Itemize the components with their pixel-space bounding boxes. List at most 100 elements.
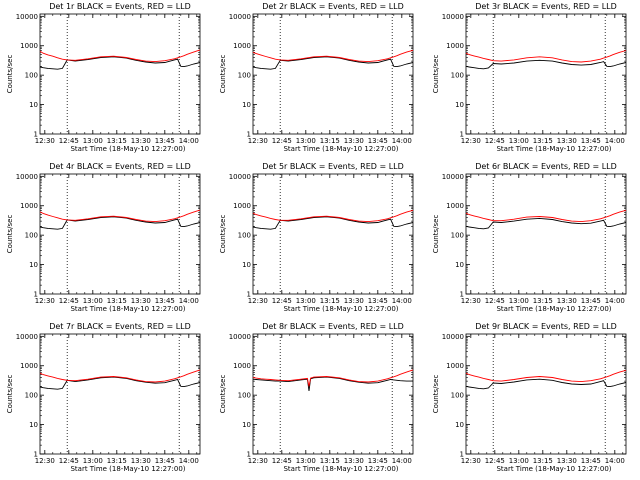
y-axis-label: Counts/sec	[6, 375, 14, 414]
axes-frame	[252, 333, 414, 455]
y-tick-label: 100	[25, 392, 38, 400]
chart-panel-7: Det 7r BLACK = Events, RED = LLD 1 10 100 10…	[0, 320, 213, 480]
y-tick-label: 1000	[446, 202, 464, 210]
x-tick-label: 13:30	[131, 137, 151, 145]
y-tick-label: 10000	[16, 173, 38, 181]
series-line-lld	[252, 49, 414, 63]
y-tick-label: 10	[242, 421, 251, 429]
x-tick-label: 13:45	[155, 457, 175, 465]
axes-frame	[465, 173, 627, 295]
y-tick-label: 1	[34, 131, 38, 139]
x-tick-label: 13:30	[131, 297, 151, 305]
chart-svg: Det 4r BLACK = Events, RED = LLD 1 10 100 10…	[6, 162, 201, 313]
y-tick-label: 10	[242, 101, 251, 109]
x-tick-label: 13:45	[155, 137, 175, 145]
series-line-lld	[465, 209, 627, 223]
y-tick-label: 1	[247, 451, 251, 459]
y-tick-label: 10000	[16, 13, 38, 21]
y-axis-label: Counts/sec	[219, 375, 227, 414]
y-tick-label: 100	[238, 232, 251, 240]
series-line-lld	[252, 369, 414, 387]
y-tick-label: 1000	[20, 362, 38, 370]
x-tick-label: 14:00	[392, 137, 412, 145]
x-tick-label: 12:30	[461, 137, 481, 145]
x-tick-label: 12:30	[248, 457, 268, 465]
y-tick-label: 1	[460, 131, 464, 139]
y-tick-label: 10	[242, 261, 251, 269]
y-tick-label: 10000	[442, 13, 464, 21]
chart-title: Det 8r BLACK = Events, RED = LLD	[262, 322, 404, 331]
chart-title: Det 6r BLACK = Events, RED = LLD	[475, 162, 617, 171]
x-tick-label: 13:15	[107, 137, 127, 145]
x-tick-label: 12:30	[35, 457, 55, 465]
x-tick-label: 13:00	[509, 137, 529, 145]
y-axis-label: Counts/sec	[219, 215, 227, 254]
chart-svg: Det 1r BLACK = Events, RED = LLD 1 10 100 10…	[6, 2, 201, 153]
chart-title: Det 2r BLACK = Events, RED = LLD	[262, 2, 404, 11]
chart-svg: Det 5r BLACK = Events, RED = LLD 1 10 100 10…	[219, 162, 414, 313]
x-tick-label: 13:00	[83, 297, 103, 305]
axes-frame	[39, 173, 201, 295]
x-tick-label: 14:00	[179, 297, 199, 305]
y-tick-label: 1	[460, 291, 464, 299]
x-tick-label: 12:30	[35, 137, 55, 145]
chart-panel-8: Det 8r BLACK = Events, RED = LLD 1 10 100 10…	[213, 320, 426, 480]
series-line-events	[252, 216, 414, 230]
x-tick-label: 13:00	[296, 297, 316, 305]
x-tick-label: 12:30	[461, 297, 481, 305]
y-tick-label: 100	[451, 232, 464, 240]
axes-frame	[39, 333, 201, 455]
chart-panel-4: Det 4r BLACK = Events, RED = LLD 1 10 100 10…	[0, 160, 213, 320]
chart-panel-9: Det 9r BLACK = Events, RED = LLD 1 10 100 10…	[426, 320, 639, 480]
chart-svg: Det 8r BLACK = Events, RED = LLD 1 10 100 10…	[219, 322, 414, 473]
x-tick-label: 12:45	[59, 457, 79, 465]
series-line-events	[252, 56, 414, 70]
x-tick-label: 13:30	[557, 297, 577, 305]
x-tick-label: 13:30	[344, 457, 364, 465]
y-tick-label: 10000	[16, 333, 38, 341]
y-tick-label: 10000	[229, 13, 251, 21]
x-tick-label: 13:15	[533, 457, 553, 465]
y-tick-label: 1	[34, 451, 38, 459]
series-line-events	[252, 376, 413, 391]
chart-svg: Det 6r BLACK = Events, RED = LLD 1 10 100 10…	[432, 162, 627, 313]
x-tick-label: 12:30	[248, 297, 268, 305]
x-tick-label: 14:00	[392, 297, 412, 305]
x-tick-label: 13:15	[533, 297, 553, 305]
x-tick-label: 13:45	[581, 137, 601, 145]
y-axis-label: Counts/sec	[432, 375, 440, 414]
series-line-lld	[39, 369, 201, 383]
x-tick-label: 13:30	[344, 137, 364, 145]
x-tick-label: 13:30	[557, 457, 577, 465]
y-tick-label: 100	[238, 72, 251, 80]
y-tick-label: 10000	[229, 333, 251, 341]
x-tick-label: 12:45	[59, 137, 79, 145]
y-axis-label: Counts/sec	[432, 55, 440, 94]
x-tick-label: 13:15	[320, 137, 340, 145]
axes-frame	[252, 13, 414, 135]
x-tick-label: 13:30	[557, 137, 577, 145]
x-tick-label: 13:45	[368, 457, 388, 465]
chart-title: Det 4r BLACK = Events, RED = LLD	[49, 162, 191, 171]
y-axis-label: Counts/sec	[219, 55, 227, 94]
y-tick-label: 1000	[20, 42, 38, 50]
x-tick-label: 13:45	[368, 137, 388, 145]
chart-title: Det 9r BLACK = Events, RED = LLD	[475, 322, 617, 331]
y-tick-label: 1	[247, 131, 251, 139]
x-tick-label: 12:45	[59, 297, 79, 305]
y-tick-label: 100	[451, 72, 464, 80]
x-tick-label: 14:00	[179, 457, 199, 465]
x-tick-label: 12:45	[485, 457, 505, 465]
axes-frame	[465, 13, 627, 135]
chart-svg: Det 9r BLACK = Events, RED = LLD 1 10 100 10…	[432, 322, 627, 473]
x-tick-label: 14:00	[605, 457, 625, 465]
series-line-lld	[39, 209, 201, 223]
chart-title: Det 3r BLACK = Events, RED = LLD	[475, 2, 617, 11]
x-tick-label: 13:15	[533, 137, 553, 145]
y-tick-label: 1000	[446, 42, 464, 50]
chart-panel-2: Det 2r BLACK = Events, RED = LLD 1 10 100 10…	[213, 0, 426, 160]
x-tick-label: 12:45	[272, 457, 292, 465]
chart-title: Det 1r BLACK = Events, RED = LLD	[49, 2, 191, 11]
x-axis-label: Start Time (18-May-10 12:27:00)	[283, 145, 398, 153]
